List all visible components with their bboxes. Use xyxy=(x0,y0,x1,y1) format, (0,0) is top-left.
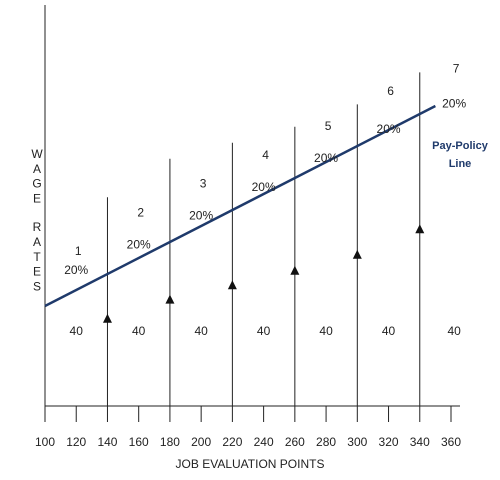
y-axis-label-letter: T xyxy=(33,250,41,264)
x-tick-label: 320 xyxy=(379,435,399,449)
grade-number: 6 xyxy=(387,84,394,98)
grade-number: 4 xyxy=(262,148,269,162)
grade-spread: 20% xyxy=(189,209,213,223)
x-tick-label: 300 xyxy=(347,435,367,449)
x-tick-label: 260 xyxy=(285,435,305,449)
grade-spread: 20% xyxy=(127,237,151,251)
y-axis-label-letter: A xyxy=(33,235,41,249)
grade-width: 40 xyxy=(447,324,461,338)
midpoint-markers xyxy=(102,224,425,323)
midpoint-marker xyxy=(352,249,362,259)
y-axis-label-letter: W xyxy=(31,147,43,161)
grade-number: 2 xyxy=(137,205,144,219)
x-tick-label: 360 xyxy=(441,435,461,449)
grade-spread: 20% xyxy=(314,151,338,165)
x-tick-label: 160 xyxy=(129,435,149,449)
y-axis-label-letter: G xyxy=(32,177,41,191)
x-tick-label: 220 xyxy=(222,435,242,449)
x-axis-ticks: 100 120 140 160 180 200 220 240 260 280 300 320 340 3… xyxy=(35,406,461,449)
pay-policy-label-line1: Pay-Policy xyxy=(432,140,489,152)
x-tick-label: 280 xyxy=(316,435,336,449)
grade-spread: 20% xyxy=(442,97,466,111)
grade-labels: 1 20% 40 2 20% 40 3 20% 40 4 20% 40 5 20% 40 6 20% 40 7 20%… xyxy=(64,61,466,337)
x-tick-label: 100 xyxy=(35,435,55,449)
x-tick-label: 140 xyxy=(97,435,117,449)
x-tick-label: 240 xyxy=(254,435,274,449)
grade-width: 40 xyxy=(382,324,396,338)
x-tick-label: 200 xyxy=(191,435,211,449)
x-axis-title: JOB EVALUATION POINTS xyxy=(176,457,325,471)
y-axis-label-letter: E xyxy=(33,265,41,279)
x-tick-label: 340 xyxy=(410,435,430,449)
grade-number: 5 xyxy=(325,119,332,133)
midpoint-marker xyxy=(290,265,300,275)
grade-boundary-lines xyxy=(106,72,421,406)
grade-width: 40 xyxy=(257,324,271,338)
midpoint-marker xyxy=(227,280,237,290)
grade-spread: 20% xyxy=(64,263,88,277)
pay-policy-line xyxy=(44,104,436,308)
x-tick-label: 180 xyxy=(160,435,180,449)
grade-number: 3 xyxy=(200,177,207,191)
y-axis-label-letter: E xyxy=(33,191,41,205)
midpoint-marker xyxy=(415,224,425,234)
grade-width: 40 xyxy=(319,324,333,338)
midpoint-marker xyxy=(102,313,112,323)
pay-policy-label-line2: Line xyxy=(449,158,472,170)
x-tick-label: 120 xyxy=(66,435,86,449)
grade-number: 1 xyxy=(75,244,82,258)
y-axis-label-letter: A xyxy=(33,162,41,176)
grade-width: 40 xyxy=(132,324,146,338)
y-axis-label-letter: S xyxy=(33,279,41,293)
y-axis-label-letter: R xyxy=(33,220,42,234)
grade-width: 40 xyxy=(70,324,84,338)
midpoint-marker xyxy=(165,294,175,304)
grade-spread: 20% xyxy=(252,180,276,194)
grade-width: 40 xyxy=(194,324,208,338)
grade-number: 7 xyxy=(453,61,460,75)
grade-spread: 20% xyxy=(377,122,401,136)
